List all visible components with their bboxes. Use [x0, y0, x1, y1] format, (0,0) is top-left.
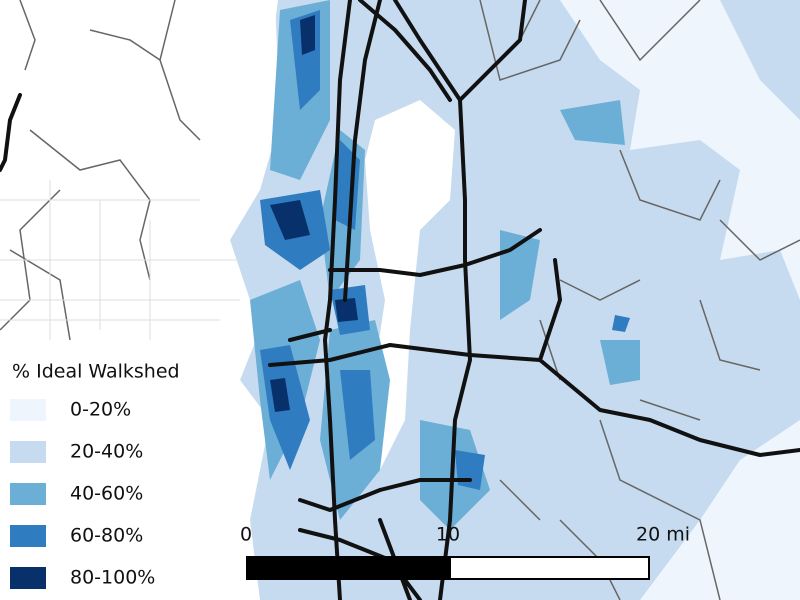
scale-label: 0 [240, 524, 252, 546]
legend-swatch [10, 567, 46, 589]
legend-label: 20-40% [70, 441, 143, 463]
scale-label: 10 [436, 524, 460, 546]
legend-swatch [10, 525, 46, 547]
legend-label: 60-80% [70, 525, 143, 547]
legend-swatch [10, 441, 46, 463]
scale-label: 20 mi [636, 524, 690, 546]
legend-label: 0-20% [70, 399, 131, 421]
legend-label: 80-100% [70, 567, 155, 589]
scale-bar: 0 10 20 mi [240, 524, 690, 580]
legend-swatch [10, 399, 46, 421]
scale-segment [246, 556, 450, 580]
legend-title: % Ideal Walkshed [12, 361, 180, 383]
legend-swatch [10, 483, 46, 505]
scale-segment [449, 556, 650, 580]
legend: % Ideal Walkshed 0-20% 20-40% 40-60% 60-80%… [10, 361, 180, 589]
legend-label: 40-60% [70, 483, 143, 505]
